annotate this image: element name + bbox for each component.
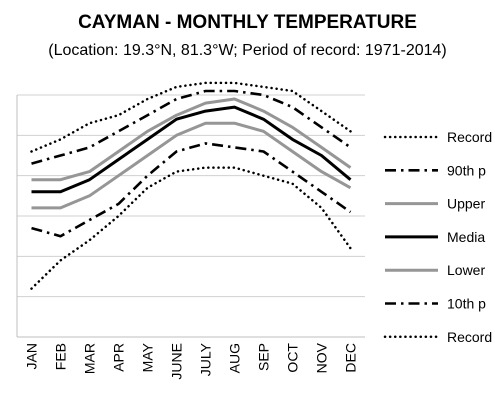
x-tick-label: DEC (343, 343, 359, 373)
series-line (31, 105, 352, 194)
x-tick-label: JUNE (169, 343, 185, 380)
x-tick-label: JULY (198, 342, 214, 376)
x-tick-label: APR (111, 343, 127, 372)
legend-label: 90th p (447, 162, 486, 178)
legend-label: Record (447, 129, 492, 145)
x-tick-label: SEP (256, 343, 272, 371)
chart-subtitle: (Location: 19.3°N, 81.3°W; Period of rec… (48, 42, 447, 59)
x-tick-label: OCT (285, 343, 301, 373)
legend-label: 10th p (447, 296, 486, 312)
series-line (30, 166, 352, 290)
x-tick-label: JAN (24, 343, 40, 369)
series-line (31, 142, 352, 238)
x-tick-label: MAY (140, 342, 156, 372)
chart-title: CAYMAN - MONTHLY TEMPERATURE (78, 12, 417, 33)
x-tick-label: NOV (314, 342, 330, 373)
series-line (31, 97, 352, 182)
series-line (30, 81, 352, 153)
legend-label: Media (447, 229, 485, 245)
plot-area: JAN FEB MAR APR MAY JUNE JULY AUG SEP OCT NOV DEC (16, 81, 365, 380)
legend-label: Lower (447, 262, 485, 278)
series-line (31, 121, 352, 210)
legend-label: Record (447, 329, 492, 345)
x-tick-label: FEB (53, 343, 69, 370)
chart-legend: Record 90th p Upper Media Lower 10th p Record (383, 129, 492, 345)
series-line (31, 89, 352, 165)
x-tick-label: MAR (82, 343, 98, 374)
legend-label: Upper (447, 196, 485, 212)
x-tick-label: AUG (227, 343, 243, 373)
